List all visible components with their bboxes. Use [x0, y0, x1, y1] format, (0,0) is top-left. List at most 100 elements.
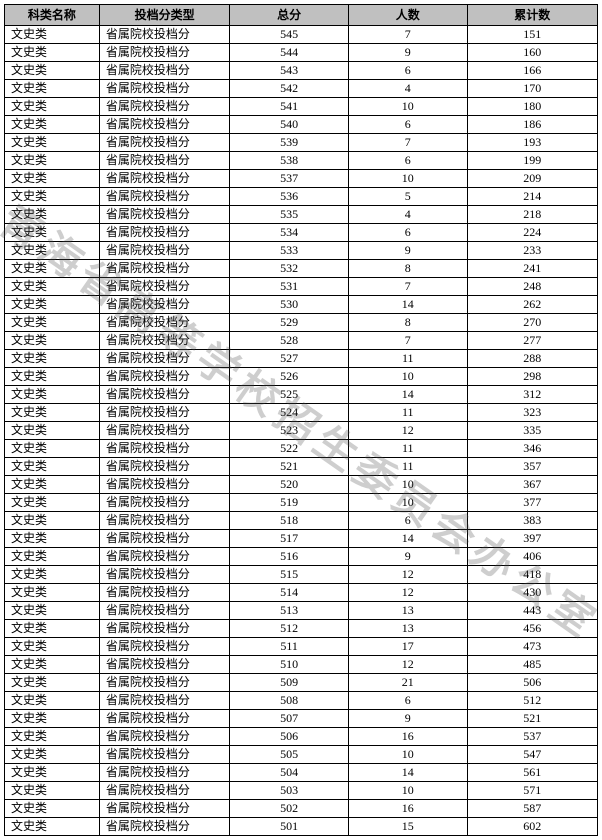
score-table: 科类名称 投档分类型 总分 人数 累计数 文史类省属院校投档分5457151文史…: [4, 4, 598, 836]
cell-category: 文史类: [5, 566, 100, 584]
cell-cumulative: 547: [467, 746, 597, 764]
cell-category: 文史类: [5, 512, 100, 530]
table-row: 文史类省属院校投档分5339233: [5, 242, 598, 260]
cell-count: 12: [348, 584, 467, 602]
cell-cumulative: 214: [467, 188, 597, 206]
table-row: 文史类省属院校投档分52211346: [5, 440, 598, 458]
cell-category: 文史类: [5, 710, 100, 728]
cell-score: 511: [230, 638, 349, 656]
cell-type: 省属院校投档分: [99, 62, 229, 80]
cell-count: 9: [348, 242, 467, 260]
cell-type: 省属院校投档分: [99, 260, 229, 278]
table-row: 文史类省属院校投档分50414561: [5, 764, 598, 782]
table-row: 文史类省属院校投档分54110180: [5, 98, 598, 116]
cell-cumulative: 209: [467, 170, 597, 188]
cell-type: 省属院校投档分: [99, 350, 229, 368]
table-row: 文史类省属院校投档分51117473: [5, 638, 598, 656]
cell-cumulative: 473: [467, 638, 597, 656]
cell-category: 文史类: [5, 458, 100, 476]
table-row: 文史类省属院校投档分5406186: [5, 116, 598, 134]
table-row: 文史类省属院校投档分5436166: [5, 62, 598, 80]
cell-score: 517: [230, 530, 349, 548]
cell-score: 537: [230, 170, 349, 188]
cell-cumulative: 335: [467, 422, 597, 440]
cell-cumulative: 270: [467, 314, 597, 332]
cell-score: 508: [230, 692, 349, 710]
table-row: 文史类省属院校投档分5386199: [5, 152, 598, 170]
cell-category: 文史类: [5, 800, 100, 818]
cell-count: 17: [348, 638, 467, 656]
cell-type: 省属院校投档分: [99, 116, 229, 134]
cell-type: 省属院校投档分: [99, 242, 229, 260]
cell-category: 文史类: [5, 638, 100, 656]
table-row: 文史类省属院校投档分52610298: [5, 368, 598, 386]
cell-score: 535: [230, 206, 349, 224]
cell-type: 省属院校投档分: [99, 332, 229, 350]
cell-count: 7: [348, 278, 467, 296]
table-row: 文史类省属院校投档分50115602: [5, 818, 598, 836]
table-row: 文史类省属院校投档分5424170: [5, 80, 598, 98]
cell-category: 文史类: [5, 116, 100, 134]
cell-count: 6: [348, 692, 467, 710]
cell-count: 10: [348, 746, 467, 764]
cell-category: 文史类: [5, 494, 100, 512]
table-header-row: 科类名称 投档分类型 总分 人数 累计数: [5, 5, 598, 26]
table-row: 文史类省属院校投档分5186383: [5, 512, 598, 530]
cell-type: 省属院校投档分: [99, 800, 229, 818]
cell-category: 文史类: [5, 314, 100, 332]
cell-score: 509: [230, 674, 349, 692]
table-row: 文史类省属院校投档分5079521: [5, 710, 598, 728]
cell-cumulative: 430: [467, 584, 597, 602]
cell-score: 540: [230, 116, 349, 134]
cell-score: 541: [230, 98, 349, 116]
cell-score: 534: [230, 224, 349, 242]
cell-type: 省属院校投档分: [99, 494, 229, 512]
cell-count: 6: [348, 512, 467, 530]
cell-cumulative: 377: [467, 494, 597, 512]
cell-category: 文史类: [5, 188, 100, 206]
cell-cumulative: 571: [467, 782, 597, 800]
cell-count: 12: [348, 656, 467, 674]
cell-type: 省属院校投档分: [99, 728, 229, 746]
cell-score: 516: [230, 548, 349, 566]
cell-type: 省属院校投档分: [99, 602, 229, 620]
cell-category: 文史类: [5, 134, 100, 152]
table-row: 文史类省属院校投档分51714397: [5, 530, 598, 548]
cell-category: 文史类: [5, 350, 100, 368]
cell-cumulative: 418: [467, 566, 597, 584]
cell-score: 531: [230, 278, 349, 296]
cell-cumulative: 180: [467, 98, 597, 116]
table-row: 文史类省属院校投档分53710209: [5, 170, 598, 188]
cell-score: 542: [230, 80, 349, 98]
cell-score: 515: [230, 566, 349, 584]
cell-count: 13: [348, 602, 467, 620]
cell-cumulative: 485: [467, 656, 597, 674]
cell-count: 21: [348, 674, 467, 692]
cell-category: 文史类: [5, 98, 100, 116]
cell-type: 省属院校投档分: [99, 44, 229, 62]
cell-count: 10: [348, 782, 467, 800]
cell-cumulative: 199: [467, 152, 597, 170]
table-row: 文史类省属院校投档分52711288: [5, 350, 598, 368]
cell-category: 文史类: [5, 206, 100, 224]
cell-cumulative: 512: [467, 692, 597, 710]
table-row: 文史类省属院校投档分5365214: [5, 188, 598, 206]
header-category: 科类名称: [5, 5, 100, 26]
cell-category: 文史类: [5, 530, 100, 548]
cell-type: 省属院校投档分: [99, 314, 229, 332]
cell-count: 11: [348, 440, 467, 458]
cell-type: 省属院校投档分: [99, 530, 229, 548]
cell-type: 省属院校投档分: [99, 476, 229, 494]
cell-cumulative: 312: [467, 386, 597, 404]
cell-cumulative: 602: [467, 818, 597, 836]
cell-score: 532: [230, 260, 349, 278]
cell-type: 省属院校投档分: [99, 638, 229, 656]
cell-type: 省属院校投档分: [99, 26, 229, 44]
cell-score: 529: [230, 314, 349, 332]
cell-score: 536: [230, 188, 349, 206]
cell-count: 8: [348, 314, 467, 332]
cell-cumulative: 397: [467, 530, 597, 548]
cell-score: 505: [230, 746, 349, 764]
table-row: 文史类省属院校投档分52010367: [5, 476, 598, 494]
table-row: 文史类省属院校投档分5317248: [5, 278, 598, 296]
